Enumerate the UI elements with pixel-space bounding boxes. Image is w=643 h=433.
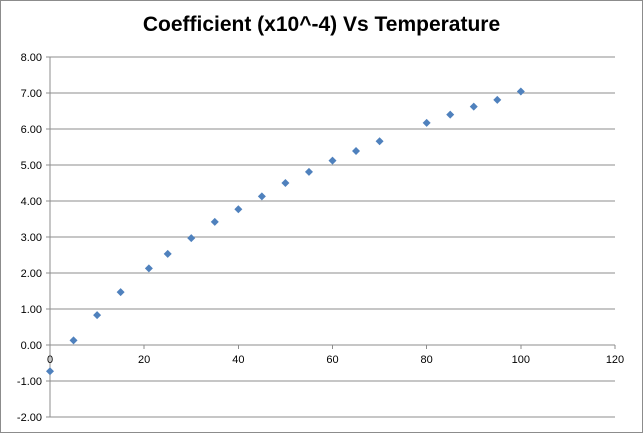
data-point — [446, 110, 455, 119]
x-tick-label: 100 — [512, 354, 530, 366]
x-tick-label: 120 — [606, 354, 624, 366]
data-point — [144, 264, 153, 273]
data-point — [422, 118, 431, 127]
x-tick-label: 60 — [326, 354, 338, 366]
y-tick-label: 4.00 — [21, 196, 42, 208]
data-point — [187, 234, 196, 243]
data-point — [257, 192, 266, 201]
y-tick-label: 6.00 — [21, 124, 42, 136]
data-point — [69, 336, 78, 345]
data-point — [163, 249, 172, 258]
x-tick-label: 40 — [232, 354, 244, 366]
data-point — [328, 156, 337, 165]
y-tick-label: 3.00 — [21, 232, 42, 244]
data-point — [352, 146, 361, 155]
y-tick-label: -2.00 — [17, 412, 42, 424]
data-point — [93, 311, 102, 320]
data-point — [304, 167, 313, 176]
y-tick-label: 8.00 — [21, 52, 42, 64]
data-point — [375, 137, 384, 146]
y-tick-label: 1.00 — [21, 304, 42, 316]
y-tick-label: -1.00 — [17, 376, 42, 388]
data-point — [234, 205, 243, 214]
data-point — [469, 102, 478, 111]
x-tick-label: 20 — [138, 354, 150, 366]
y-tick-label: 7.00 — [21, 88, 42, 100]
y-tick-label: 2.00 — [21, 268, 42, 280]
x-tick-label: 80 — [421, 354, 433, 366]
data-point — [46, 367, 54, 376]
data-point — [116, 288, 125, 297]
x-tick-label: 0 — [47, 354, 53, 366]
data-point — [281, 179, 290, 187]
y-tick-label: 5.00 — [21, 160, 42, 172]
chart-title: Coefficient (x10^-4) Vs Temperature — [142, 13, 501, 36]
data-point — [493, 95, 502, 104]
data-point — [210, 217, 219, 226]
y-tick-label: 0.00 — [21, 340, 42, 352]
data-point — [516, 87, 525, 96]
